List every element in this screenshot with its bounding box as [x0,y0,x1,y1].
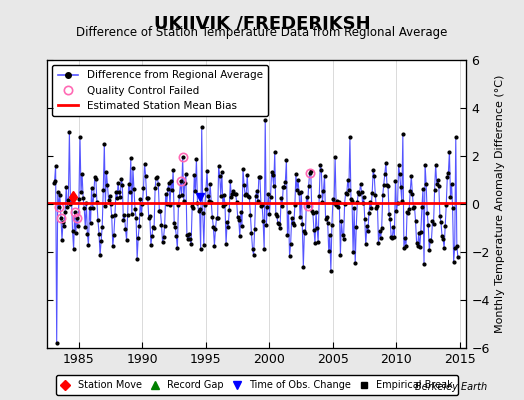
Text: Berkeley Earth: Berkeley Earth [415,382,487,392]
Text: Difference of Station Temperature Data from Regional Average: Difference of Station Temperature Data f… [77,26,447,39]
Text: UKIIVIK /FREDERIKSH: UKIIVIK /FREDERIKSH [154,14,370,32]
Legend: Station Move, Record Gap, Time of Obs. Change, Empirical Break: Station Move, Record Gap, Time of Obs. C… [56,375,458,395]
Y-axis label: Monthly Temperature Anomaly Difference (°C): Monthly Temperature Anomaly Difference (… [495,75,505,333]
